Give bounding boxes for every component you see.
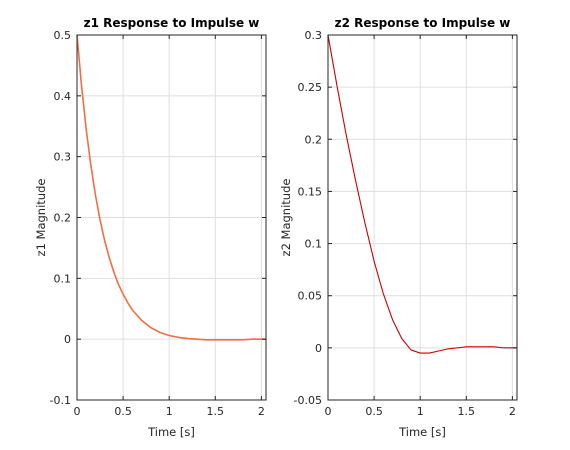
subplot-z1: 0 0.5 1 1.5 2-0.100.10.20.30.40.5z1 Response…: [34, 16, 267, 439]
y-tick-label: 0.1: [54, 272, 72, 285]
y-tick-label: 0.3: [54, 151, 72, 164]
y-tick-label: 0.15: [298, 185, 323, 198]
x-tick-label: 1.5: [458, 405, 476, 418]
y-axis-label: z1 Magnitude: [34, 179, 48, 257]
x-axis-label: Time [s]: [147, 425, 195, 439]
y-tick-label: 0.2: [54, 212, 72, 225]
y-tick-label: 0.2: [305, 133, 323, 146]
x-tick-label: 1: [417, 405, 424, 418]
x-tick-label: 0.5: [365, 405, 383, 418]
y-tick-label: 0.05: [298, 290, 323, 303]
chart-title: z2 Response to Impulse w: [335, 16, 511, 30]
y-tick-label: 0.25: [298, 81, 323, 94]
y-tick-label: 0.1: [305, 238, 323, 251]
x-tick-label: 2: [509, 405, 516, 418]
y-tick-label: -0.05: [294, 394, 322, 407]
series-line: [76, 34, 266, 341]
x-axis-label: Time [s]: [398, 425, 446, 439]
series-line: [327, 34, 517, 354]
x-tick-label: 2: [258, 405, 265, 418]
x-tick-label: 0.5: [114, 405, 132, 418]
y-axis-label: z2 Magnitude: [279, 179, 293, 257]
plot-frame: [327, 34, 518, 401]
x-tick-label: 0: [325, 405, 332, 418]
x-tick-label: 1: [166, 405, 173, 418]
y-tick-label: 0: [315, 342, 322, 355]
y-tick-label: 0.3: [305, 29, 323, 42]
x-tick-label: 1.5: [207, 405, 225, 418]
y-tick-label: 0: [64, 333, 71, 346]
chart-title: z1 Response to Impulse w: [84, 16, 260, 30]
x-tick-label: 0: [74, 405, 81, 418]
y-tick-label: 0.5: [54, 29, 72, 42]
y-tick-label: -0.1: [50, 394, 71, 407]
y-tick-label: 0.4: [54, 90, 72, 103]
